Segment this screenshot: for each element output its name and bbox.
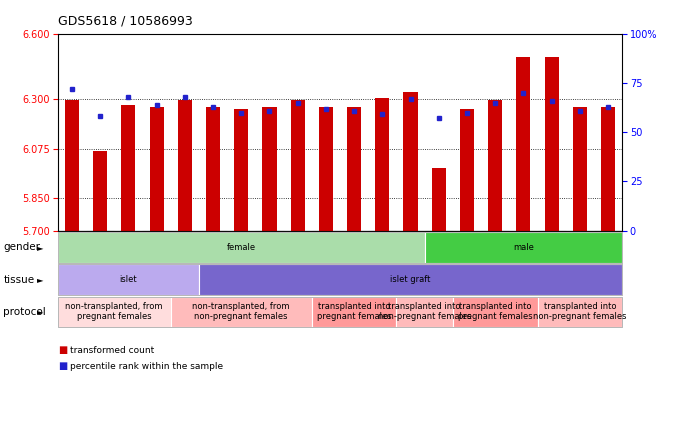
Text: islet graft: islet graft	[390, 275, 430, 284]
Text: non-transplanted, from
non-pregnant females: non-transplanted, from non-pregnant fema…	[192, 302, 290, 321]
Bar	[403, 92, 418, 231]
Text: islet: islet	[120, 275, 137, 284]
Text: ►: ►	[37, 243, 44, 252]
Bar	[488, 101, 503, 231]
Text: ■: ■	[58, 345, 67, 355]
Text: female: female	[226, 243, 256, 252]
Text: non-transplanted, from
pregnant females: non-transplanted, from pregnant females	[65, 302, 163, 321]
Bar	[262, 107, 277, 231]
Bar	[573, 107, 587, 231]
Bar	[460, 109, 474, 231]
Text: transplanted into
pregnant females: transplanted into pregnant females	[317, 302, 392, 321]
Text: transplanted into
pregnant females: transplanted into pregnant females	[458, 302, 532, 321]
Bar	[432, 168, 446, 231]
Text: transplanted into
non-pregnant females: transplanted into non-pregnant females	[533, 302, 627, 321]
Bar	[601, 107, 615, 231]
Bar	[150, 107, 164, 231]
Bar	[545, 57, 559, 231]
Bar	[290, 101, 305, 231]
Text: male: male	[513, 243, 534, 252]
Text: GDS5618 / 10586993: GDS5618 / 10586993	[58, 15, 192, 28]
Bar	[93, 151, 107, 231]
Text: tissue: tissue	[3, 275, 35, 285]
Bar	[121, 105, 135, 231]
Text: ►: ►	[37, 275, 44, 284]
Text: transformed count: transformed count	[70, 346, 154, 355]
Bar	[347, 107, 361, 231]
Text: ►: ►	[37, 307, 44, 316]
Bar	[177, 101, 192, 231]
Text: transplanted into
non-pregnant females: transplanted into non-pregnant females	[378, 302, 471, 321]
Bar	[234, 109, 248, 231]
Text: ■: ■	[58, 361, 67, 371]
Bar	[65, 101, 79, 231]
Text: protocol: protocol	[3, 307, 46, 317]
Bar	[319, 107, 333, 231]
Bar	[206, 107, 220, 231]
Bar	[375, 98, 390, 231]
Bar	[516, 57, 530, 231]
Text: percentile rank within the sample: percentile rank within the sample	[70, 362, 223, 371]
Text: gender: gender	[3, 242, 40, 253]
